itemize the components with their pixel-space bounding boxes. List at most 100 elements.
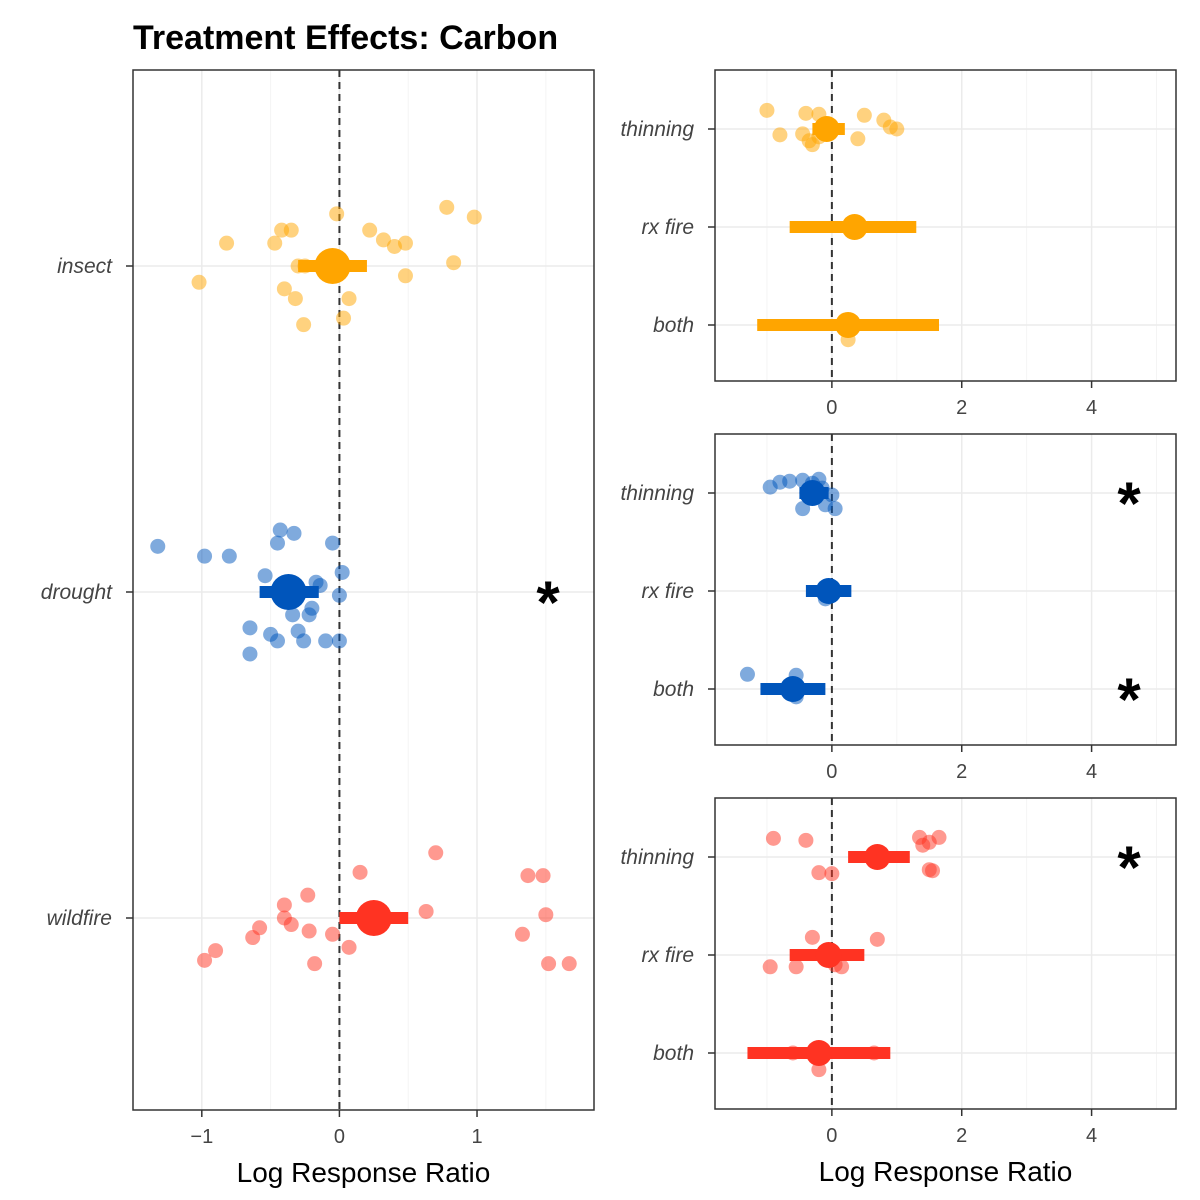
- mean-point: [314, 248, 351, 284]
- data-point: [286, 525, 302, 541]
- data-point: [765, 830, 781, 846]
- data-point: [331, 633, 347, 649]
- data-point: [329, 206, 345, 222]
- x-tick-label: 0: [334, 1126, 345, 1148]
- data-point: [397, 268, 413, 284]
- data-point: [889, 121, 905, 137]
- mean-point: [815, 942, 842, 968]
- data-point: [272, 522, 288, 538]
- x-tick-label: 4: [1086, 761, 1097, 783]
- x-tick-label: −1: [190, 1126, 213, 1148]
- significance-star: *: [1117, 470, 1141, 537]
- data-point: [795, 501, 811, 517]
- panel-border: [714, 797, 1177, 1110]
- data-point: [762, 959, 778, 975]
- data-point: [301, 923, 317, 939]
- x-tick-label: 0: [826, 1125, 837, 1147]
- data-point: [466, 209, 482, 225]
- data-point: [428, 845, 444, 861]
- significance-star: *: [1117, 666, 1141, 733]
- data-point: [541, 956, 557, 972]
- category-label: rx fire: [642, 580, 695, 603]
- mean-point: [270, 574, 307, 610]
- data-point: [208, 943, 224, 959]
- data-point: [739, 666, 755, 682]
- data-point: [242, 620, 258, 636]
- data-point: [446, 255, 462, 271]
- data-point: [759, 102, 775, 118]
- data-point: [811, 865, 827, 881]
- data-point: [269, 633, 285, 649]
- data-point: [804, 929, 820, 945]
- panel-drought-detail: * thinning rx fire * both 0 2 4: [620, 433, 1177, 783]
- x-tick-label: 0: [826, 397, 837, 419]
- mean-point: [864, 844, 891, 870]
- data-point: [191, 274, 207, 290]
- data-point: [375, 232, 391, 248]
- mean-point: [813, 116, 840, 142]
- data-point: [267, 235, 283, 251]
- mean-point: [799, 480, 826, 506]
- plots-layer: insect * drought wildfire −1 0 1 Log Response R…: [41, 69, 1177, 1188]
- data-point: [915, 837, 931, 853]
- data-point: [283, 222, 299, 238]
- panel-border: [132, 69, 595, 1111]
- category-label: wildfire: [47, 907, 112, 930]
- data-point: [827, 501, 843, 517]
- mean-point: [841, 214, 868, 240]
- data-point: [285, 607, 301, 623]
- category-label: both: [653, 314, 694, 337]
- data-point: [856, 107, 872, 123]
- data-point: [301, 607, 317, 623]
- data-point: [772, 127, 788, 143]
- data-point: [352, 864, 368, 880]
- data-point: [788, 959, 804, 975]
- data-point: [439, 199, 455, 215]
- data-point: [341, 939, 357, 955]
- data-point: [296, 317, 312, 333]
- panel-insect-detail: thinning rx fire both 0 2 4: [620, 69, 1177, 419]
- data-point: [561, 956, 577, 972]
- category-label: thinning: [620, 118, 694, 141]
- mean-point: [355, 900, 392, 936]
- mean-point: [815, 578, 842, 604]
- data-point: [219, 235, 235, 251]
- category-label: thinning: [620, 482, 694, 505]
- data-point: [798, 105, 814, 121]
- data-point: [538, 907, 554, 923]
- significance-star: *: [536, 569, 560, 636]
- mean-point: [779, 676, 806, 702]
- data-point: [925, 863, 941, 879]
- data-point: [869, 931, 885, 947]
- data-point: [334, 564, 350, 580]
- data-point: [397, 235, 413, 251]
- category-label: drought: [41, 581, 113, 604]
- x-tick-label: 2: [956, 761, 967, 783]
- data-point: [242, 646, 258, 662]
- data-point: [276, 281, 292, 297]
- data-point: [520, 868, 536, 884]
- category-label: rx fire: [642, 944, 695, 967]
- x-tick-label: 4: [1086, 1125, 1097, 1147]
- x-axis-label: Log Response Ratio: [819, 1156, 1073, 1187]
- mean-point: [835, 312, 862, 338]
- data-point: [318, 633, 334, 649]
- data-point: [341, 291, 357, 307]
- data-point: [362, 222, 378, 238]
- data-point: [296, 633, 312, 649]
- x-tick-label: 1: [471, 1126, 482, 1148]
- data-point: [325, 535, 341, 551]
- data-point: [197, 952, 213, 968]
- data-point: [418, 903, 434, 919]
- category-label: rx fire: [642, 216, 695, 239]
- data-point: [336, 310, 352, 326]
- significance-star: *: [1117, 834, 1141, 901]
- data-point: [245, 930, 261, 946]
- data-point: [782, 473, 798, 489]
- data-point: [811, 1062, 827, 1078]
- data-point: [221, 548, 237, 564]
- data-point: [283, 917, 299, 933]
- x-tick-label: 0: [826, 761, 837, 783]
- category-label: insect: [57, 255, 113, 278]
